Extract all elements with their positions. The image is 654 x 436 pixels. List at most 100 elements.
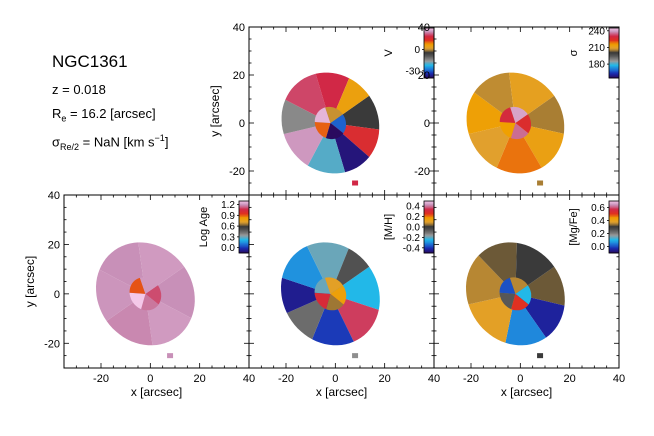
colorbar-segment: [424, 212, 434, 215]
core-bin-4: [324, 277, 343, 294]
colorbar-segment: [609, 229, 619, 232]
colorbar-segment: [239, 242, 249, 245]
colorbar-segment: [239, 241, 249, 243]
colorbar-segment: [424, 228, 434, 230]
colorbar-segment: [609, 238, 619, 241]
colorbar-segment: [609, 74, 619, 76]
colorbar-segment: [609, 245, 619, 247]
colorbar-segment: [424, 58, 434, 60]
colorbar-segment: [424, 203, 434, 206]
colorbar-label: V: [383, 49, 395, 57]
x-tick-label: 40: [428, 373, 440, 385]
x-tick-label: 20: [564, 373, 576, 385]
colorbar-segment: [609, 55, 619, 58]
colorbar-segment: [424, 33, 434, 35]
colorbar-segment: [609, 212, 619, 215]
colorbar-segment: [424, 240, 434, 242]
colorbar-segment: [609, 48, 619, 50]
colorbar: 180 210 240 σ: [568, 26, 620, 79]
colorbar-segment: [239, 216, 249, 219]
colorbar-segment: [239, 219, 249, 221]
bin-0: [330, 266, 380, 310]
x-tick-label: 40: [243, 373, 255, 385]
colorbar-segment: [609, 30, 619, 33]
bin-7: [315, 72, 350, 123]
y-tick-label: -20: [414, 166, 430, 178]
colorbar-segment: [609, 28, 619, 30]
colorbar-segment: [609, 203, 619, 206]
colorbar-segment: [609, 210, 619, 212]
colorbar-segment: [609, 242, 619, 245]
colorbar-segment: [424, 50, 434, 53]
colorbar-segment: [424, 241, 434, 243]
core-bin-0: [515, 285, 532, 305]
core-bin-1: [511, 293, 529, 311]
colorbar-segment: [609, 66, 619, 69]
colorbar-segment: [424, 48, 434, 50]
colorbar-segment: [239, 221, 249, 224]
colorbar-label: Log Age: [198, 207, 210, 247]
panel-sigma: -20 0 20 40 180 210 240 σ: [414, 22, 620, 196]
colorbar-segment: [609, 247, 619, 250]
colorbar-segment: [424, 69, 434, 71]
colorbar-segment: [609, 50, 619, 53]
redshift-label: z = 0.018: [52, 82, 106, 97]
colorbar-segment: [609, 246, 619, 249]
colorbar-segment: [609, 206, 619, 208]
colorbar-segment: [239, 223, 249, 225]
colorbar-segment: [424, 211, 434, 214]
colorbar-segment: [609, 249, 619, 251]
colorbar: -30 0 V: [383, 27, 435, 79]
colorbar-segment: [609, 217, 619, 220]
bin-0: [145, 266, 195, 319]
colorbar-segment: [424, 236, 434, 238]
colorbar-segment: [424, 227, 434, 229]
colorbar-segment: [424, 224, 434, 227]
colorbar-label: [Mg/Fe]: [568, 208, 580, 245]
colorbar-segment: [609, 65, 619, 68]
sigma-subscript: Re/2: [60, 141, 80, 152]
colorbar-segment: [609, 43, 619, 45]
colorbar-segment: [424, 245, 434, 247]
colorbar-segment: [239, 247, 249, 250]
colorbar-segment: [609, 234, 619, 237]
colorbar-segment: [424, 225, 434, 228]
colorbar-segment: [239, 206, 249, 208]
colorbar-segment: [424, 223, 434, 225]
colorbar-segment: [239, 227, 249, 229]
bin-2: [496, 123, 542, 174]
colorbar-segment: [609, 75, 619, 78]
colorbar-segment: [609, 243, 619, 246]
colorbar-segment: [424, 247, 434, 250]
colorbar-segment: [239, 207, 249, 210]
colorbar-segment: [239, 246, 249, 249]
colorbar-segment: [609, 215, 619, 217]
x-tick-label: 0: [147, 373, 153, 385]
colorbar-segment: [424, 215, 434, 217]
colorbar-segment: [609, 230, 619, 233]
colorbar-label: σ: [568, 49, 580, 56]
colorbar-segment: [609, 46, 619, 49]
bin-4: [281, 277, 331, 313]
colorbar-segment: [609, 208, 619, 211]
colorbar-segment: [239, 217, 249, 220]
core-bin-4: [325, 106, 343, 123]
colorbar-tick-label: 0.0: [406, 223, 420, 234]
colorbar-segment: [239, 236, 249, 238]
colorbar-segment: [609, 221, 619, 224]
colorbar-segment: [609, 56, 619, 59]
y-axis-label: y [arcsec]: [23, 256, 37, 307]
colorbar-segment: [239, 228, 249, 230]
colorbar-tick-label: 0: [414, 45, 420, 56]
y-tick-label: 0: [239, 118, 245, 130]
colorbar-segment: [424, 237, 434, 240]
bin-1: [330, 293, 379, 342]
colorbar-segment: [609, 36, 619, 39]
core-bin-0: [330, 114, 346, 134]
colorbar-segment: [609, 214, 619, 216]
colorbar-segment: [424, 40, 434, 43]
colorbar-segment: [609, 204, 619, 207]
colorbar-segment: [424, 41, 434, 44]
x-axis-label: x [arcsec]: [131, 385, 182, 399]
colorbar-segment: [609, 70, 619, 73]
